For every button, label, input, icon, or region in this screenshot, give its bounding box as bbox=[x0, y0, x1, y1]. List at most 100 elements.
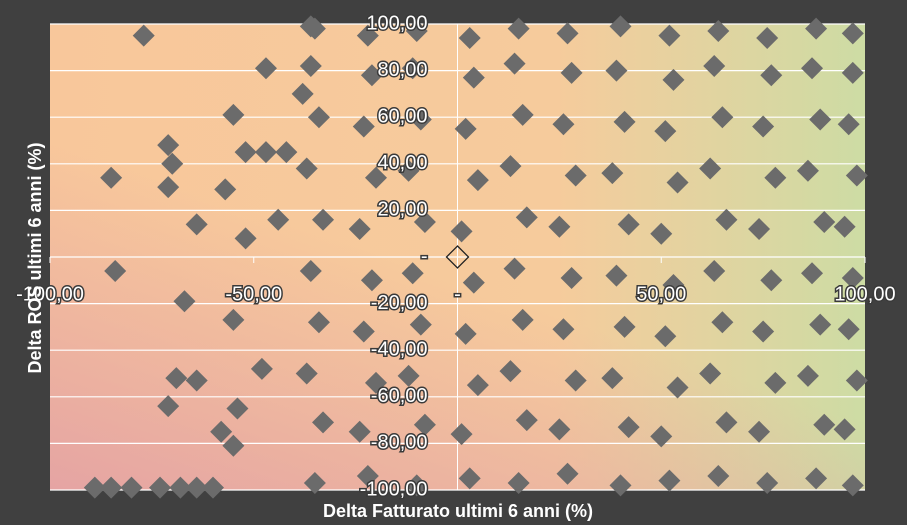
scatter-point bbox=[809, 313, 832, 336]
y-tick-label: - bbox=[421, 245, 428, 267]
scatter-point bbox=[760, 64, 783, 87]
scatter-point bbox=[650, 222, 673, 245]
scatter-point bbox=[356, 24, 379, 47]
scatter-point bbox=[365, 371, 387, 394]
scatter-point bbox=[662, 68, 685, 91]
scatter-point bbox=[458, 26, 481, 49]
scatter-point bbox=[548, 215, 571, 238]
scatter-point bbox=[764, 371, 787, 394]
scatter-point bbox=[185, 369, 208, 392]
scatter-point bbox=[214, 178, 237, 201]
scatter-point bbox=[507, 17, 530, 40]
scatter-point bbox=[254, 141, 277, 164]
scatter-point bbox=[801, 57, 824, 80]
scatter-point bbox=[405, 19, 428, 42]
scatter-point bbox=[104, 259, 127, 282]
scatter-point bbox=[666, 171, 689, 194]
scatter-point bbox=[556, 22, 579, 45]
scatter-point bbox=[837, 318, 860, 341]
scatter-point bbox=[605, 59, 628, 82]
scatter-point bbox=[837, 113, 860, 136]
scatter-point bbox=[161, 152, 184, 175]
scatter-point bbox=[507, 472, 530, 495]
y-tick-label: 40,00 bbox=[377, 152, 427, 174]
scatter-point bbox=[295, 362, 318, 385]
x-tick-label: -50,00 bbox=[225, 283, 282, 305]
scatter-point bbox=[356, 465, 379, 488]
scatter-point bbox=[348, 420, 371, 443]
scatter-point bbox=[813, 211, 836, 234]
scatter-point bbox=[397, 364, 420, 387]
scatter-point bbox=[809, 108, 832, 131]
scatter-point bbox=[548, 418, 571, 441]
y-tick-label: -40,00 bbox=[371, 338, 428, 360]
x-tick-label: -100,00 bbox=[16, 283, 84, 305]
scatter-point bbox=[556, 462, 579, 485]
scatter-point bbox=[833, 215, 856, 238]
scatter-point bbox=[845, 369, 868, 392]
scatter-point bbox=[715, 411, 738, 434]
scatter-point bbox=[202, 476, 224, 499]
scatter-point bbox=[707, 465, 730, 488]
scatter-point bbox=[250, 357, 273, 380]
scatter-point bbox=[234, 227, 257, 250]
y-tick-label: -20,00 bbox=[371, 292, 428, 314]
scatter-point bbox=[169, 476, 192, 499]
scatter-point bbox=[748, 420, 771, 443]
scatter-point bbox=[796, 159, 819, 182]
scatter-point bbox=[748, 218, 771, 241]
scatter-point bbox=[617, 213, 640, 236]
scatter-point bbox=[303, 472, 326, 495]
scatter-point bbox=[100, 476, 123, 499]
y-axis-title: Delta ROS ultimi 6 anni (%) bbox=[25, 142, 45, 373]
scatter-point bbox=[299, 54, 322, 77]
x-tick-label: - bbox=[454, 283, 461, 305]
scatter-point bbox=[450, 220, 473, 243]
scatter-point bbox=[658, 469, 681, 492]
scatter-point bbox=[210, 420, 233, 443]
scatter-point bbox=[711, 311, 734, 334]
scatter-point bbox=[165, 367, 188, 390]
scatter-point bbox=[157, 176, 180, 199]
scatter-point bbox=[83, 476, 106, 499]
scatter-point bbox=[401, 57, 424, 80]
scatter-point bbox=[157, 395, 180, 418]
scatter-point bbox=[307, 311, 330, 334]
scatter-point bbox=[312, 411, 335, 434]
scatter-point bbox=[833, 418, 856, 441]
scatter-point bbox=[222, 103, 245, 126]
scatter-point bbox=[267, 208, 290, 231]
scatter-point bbox=[503, 257, 526, 280]
scatter-point bbox=[275, 141, 298, 164]
scatter-point bbox=[613, 315, 636, 338]
scatter-point bbox=[805, 17, 828, 40]
scatter-point bbox=[454, 322, 477, 345]
scatter-point bbox=[801, 262, 824, 285]
scatter-point bbox=[397, 159, 420, 182]
scatter-point bbox=[564, 164, 587, 187]
y-tick-label: 100,00 bbox=[366, 12, 427, 34]
scatter-point bbox=[756, 26, 779, 49]
scatter-point bbox=[764, 166, 787, 189]
scatter-point bbox=[295, 157, 318, 180]
scatter-point bbox=[462, 271, 485, 294]
scatter-point bbox=[703, 259, 726, 282]
scatter-point bbox=[299, 259, 322, 282]
scatter-point bbox=[841, 61, 864, 84]
scatter-point bbox=[699, 362, 722, 385]
y-tick-label: -80,00 bbox=[371, 432, 428, 454]
scatter-point bbox=[760, 269, 783, 292]
scatter-point bbox=[601, 367, 624, 390]
scatter-point bbox=[703, 54, 726, 77]
scatter-point bbox=[560, 266, 583, 289]
scatter-point bbox=[841, 266, 864, 289]
scatter-point bbox=[650, 425, 673, 448]
scatter-point bbox=[499, 360, 522, 383]
scatter-point bbox=[845, 164, 868, 187]
scatter-point bbox=[707, 19, 730, 42]
scatter-point bbox=[511, 308, 534, 331]
scatter-point bbox=[405, 474, 428, 497]
scatter-point bbox=[654, 120, 677, 143]
scatter-point bbox=[450, 423, 473, 446]
